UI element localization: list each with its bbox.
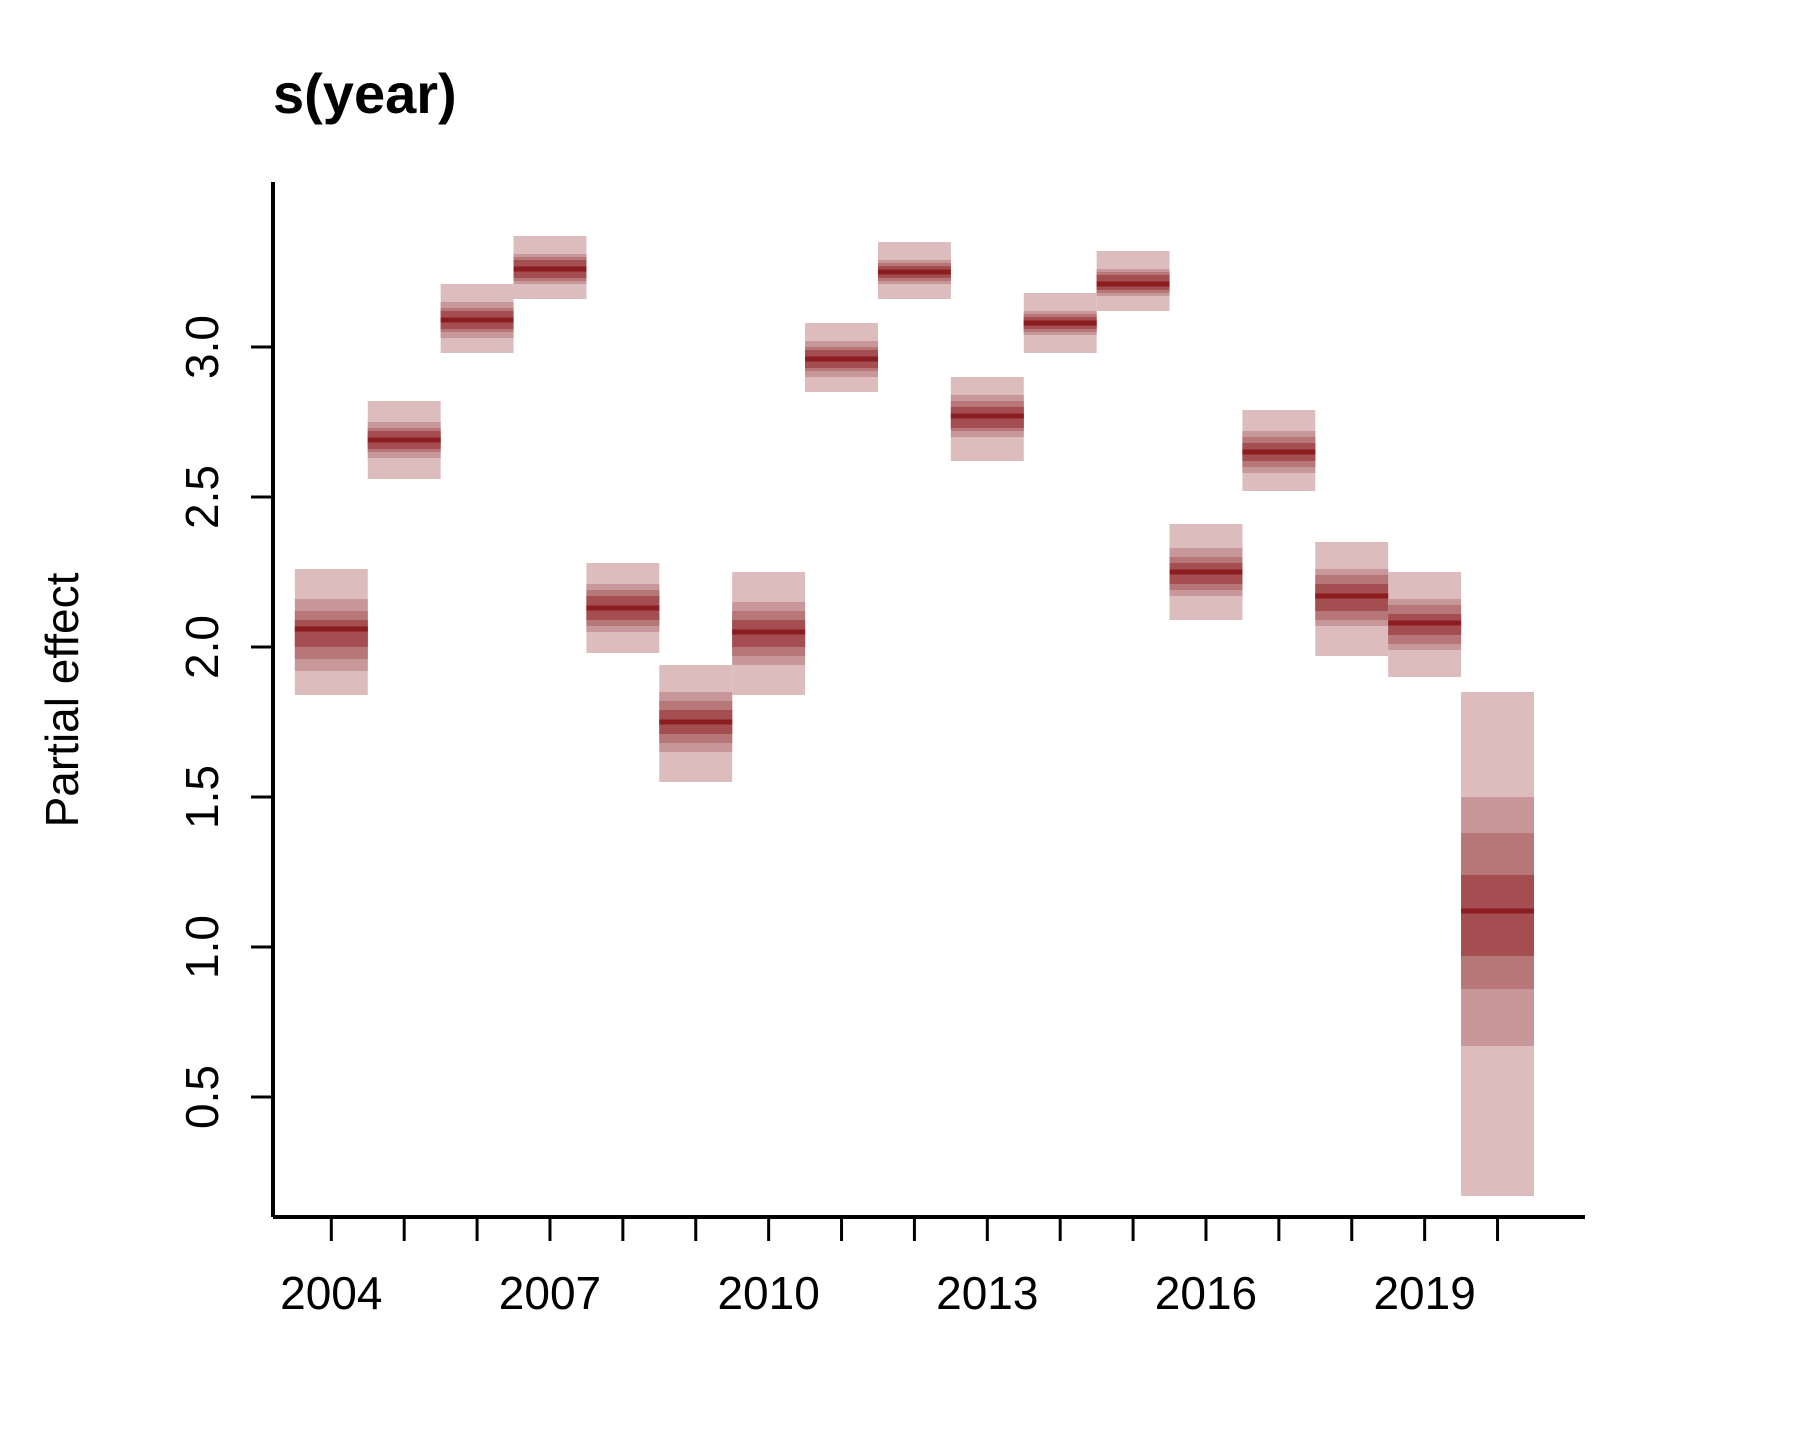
x-tick-label-2010: 2010 [717, 1267, 819, 1319]
y-ticks: 0.5 1.0 1.5 2.0 2.5 3.0 [176, 315, 273, 1129]
x-ticks: 2004 2007 2010 2013 2016 2019 [280, 1217, 1500, 1319]
x-tick-label-2019: 2019 [1373, 1267, 1475, 1319]
x-tick-label-2007: 2007 [499, 1267, 601, 1319]
y-tick-label-2.5: 2.5 [176, 465, 228, 529]
x-tick-label-2013: 2013 [936, 1267, 1038, 1319]
x-tick-label-2016: 2016 [1155, 1267, 1257, 1319]
y-tick-label-1.0: 1.0 [176, 915, 228, 979]
y-tick-label-2.0: 2.0 [176, 615, 228, 679]
x-tick-label-2004: 2004 [280, 1267, 382, 1319]
interval-bands [294, 236, 1534, 1196]
y-tick-label-3.0: 3.0 [176, 315, 228, 379]
y-tick-label-0.5: 0.5 [176, 1065, 228, 1129]
y-axis-label: Partial effect [36, 572, 88, 827]
band-50-2004 [294, 620, 368, 647]
median-lines [294, 266, 1534, 914]
chart-title: s(year) [273, 62, 457, 125]
y-tick-label-1.5: 1.5 [176, 765, 228, 829]
band-50-2020 [1461, 875, 1534, 956]
axes [271, 182, 1585, 1219]
